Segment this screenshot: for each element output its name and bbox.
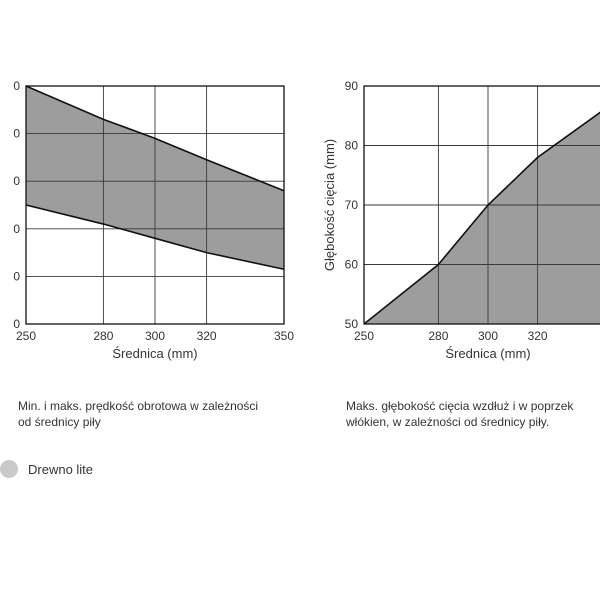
svg-text:Średnica (mm): Średnica (mm) <box>445 346 530 361</box>
svg-text:350: 350 <box>274 329 294 343</box>
chart-rpm-vs-diameter: 250 280 300 320 350 Średnica (mm) 0 0 0 0 0 0 <box>0 78 300 378</box>
svg-text:Średnica (mm): Średnica (mm) <box>112 346 197 361</box>
svg-text:300: 300 <box>145 329 165 343</box>
svg-text:0: 0 <box>13 127 20 141</box>
legend-label: Drewno lite <box>28 462 93 477</box>
svg-text:300: 300 <box>478 329 498 343</box>
legend: Drewno lite <box>0 460 93 478</box>
legend-swatch-icon <box>0 460 18 478</box>
chart-svg-right: 250 280 300 320 Średnica (mm) 50 60 70 80 90 Głębo… <box>320 78 600 378</box>
svg-text:250: 250 <box>354 329 374 343</box>
svg-text:0: 0 <box>13 269 20 283</box>
caption-left: Min. i maks. prędkość obrotowa w zależno… <box>18 398 288 430</box>
svg-text:280: 280 <box>428 329 448 343</box>
chart-svg-left: 250 280 300 320 350 Średnica (mm) 0 0 0 0 0 0 <box>0 78 300 378</box>
svg-text:90: 90 <box>345 79 359 93</box>
svg-text:0: 0 <box>13 79 20 93</box>
svg-text:70: 70 <box>345 198 359 212</box>
svg-text:320: 320 <box>528 329 548 343</box>
chart-depth-vs-diameter: 250 280 300 320 Średnica (mm) 50 60 70 80 90 Głębo… <box>320 78 600 378</box>
svg-text:80: 80 <box>345 139 359 153</box>
svg-text:320: 320 <box>197 329 217 343</box>
caption-right: Maks. głębokość cięcia wzdłuż i w poprze… <box>346 398 600 430</box>
svg-text:0: 0 <box>13 222 20 236</box>
svg-text:0: 0 <box>13 317 20 331</box>
svg-text:250: 250 <box>16 329 36 343</box>
svg-text:60: 60 <box>345 258 359 272</box>
svg-text:Głębokość cięcia (mm): Głębokość cięcia (mm) <box>322 139 337 271</box>
svg-text:50: 50 <box>345 317 359 331</box>
svg-text:0: 0 <box>13 174 20 188</box>
svg-text:280: 280 <box>93 329 113 343</box>
